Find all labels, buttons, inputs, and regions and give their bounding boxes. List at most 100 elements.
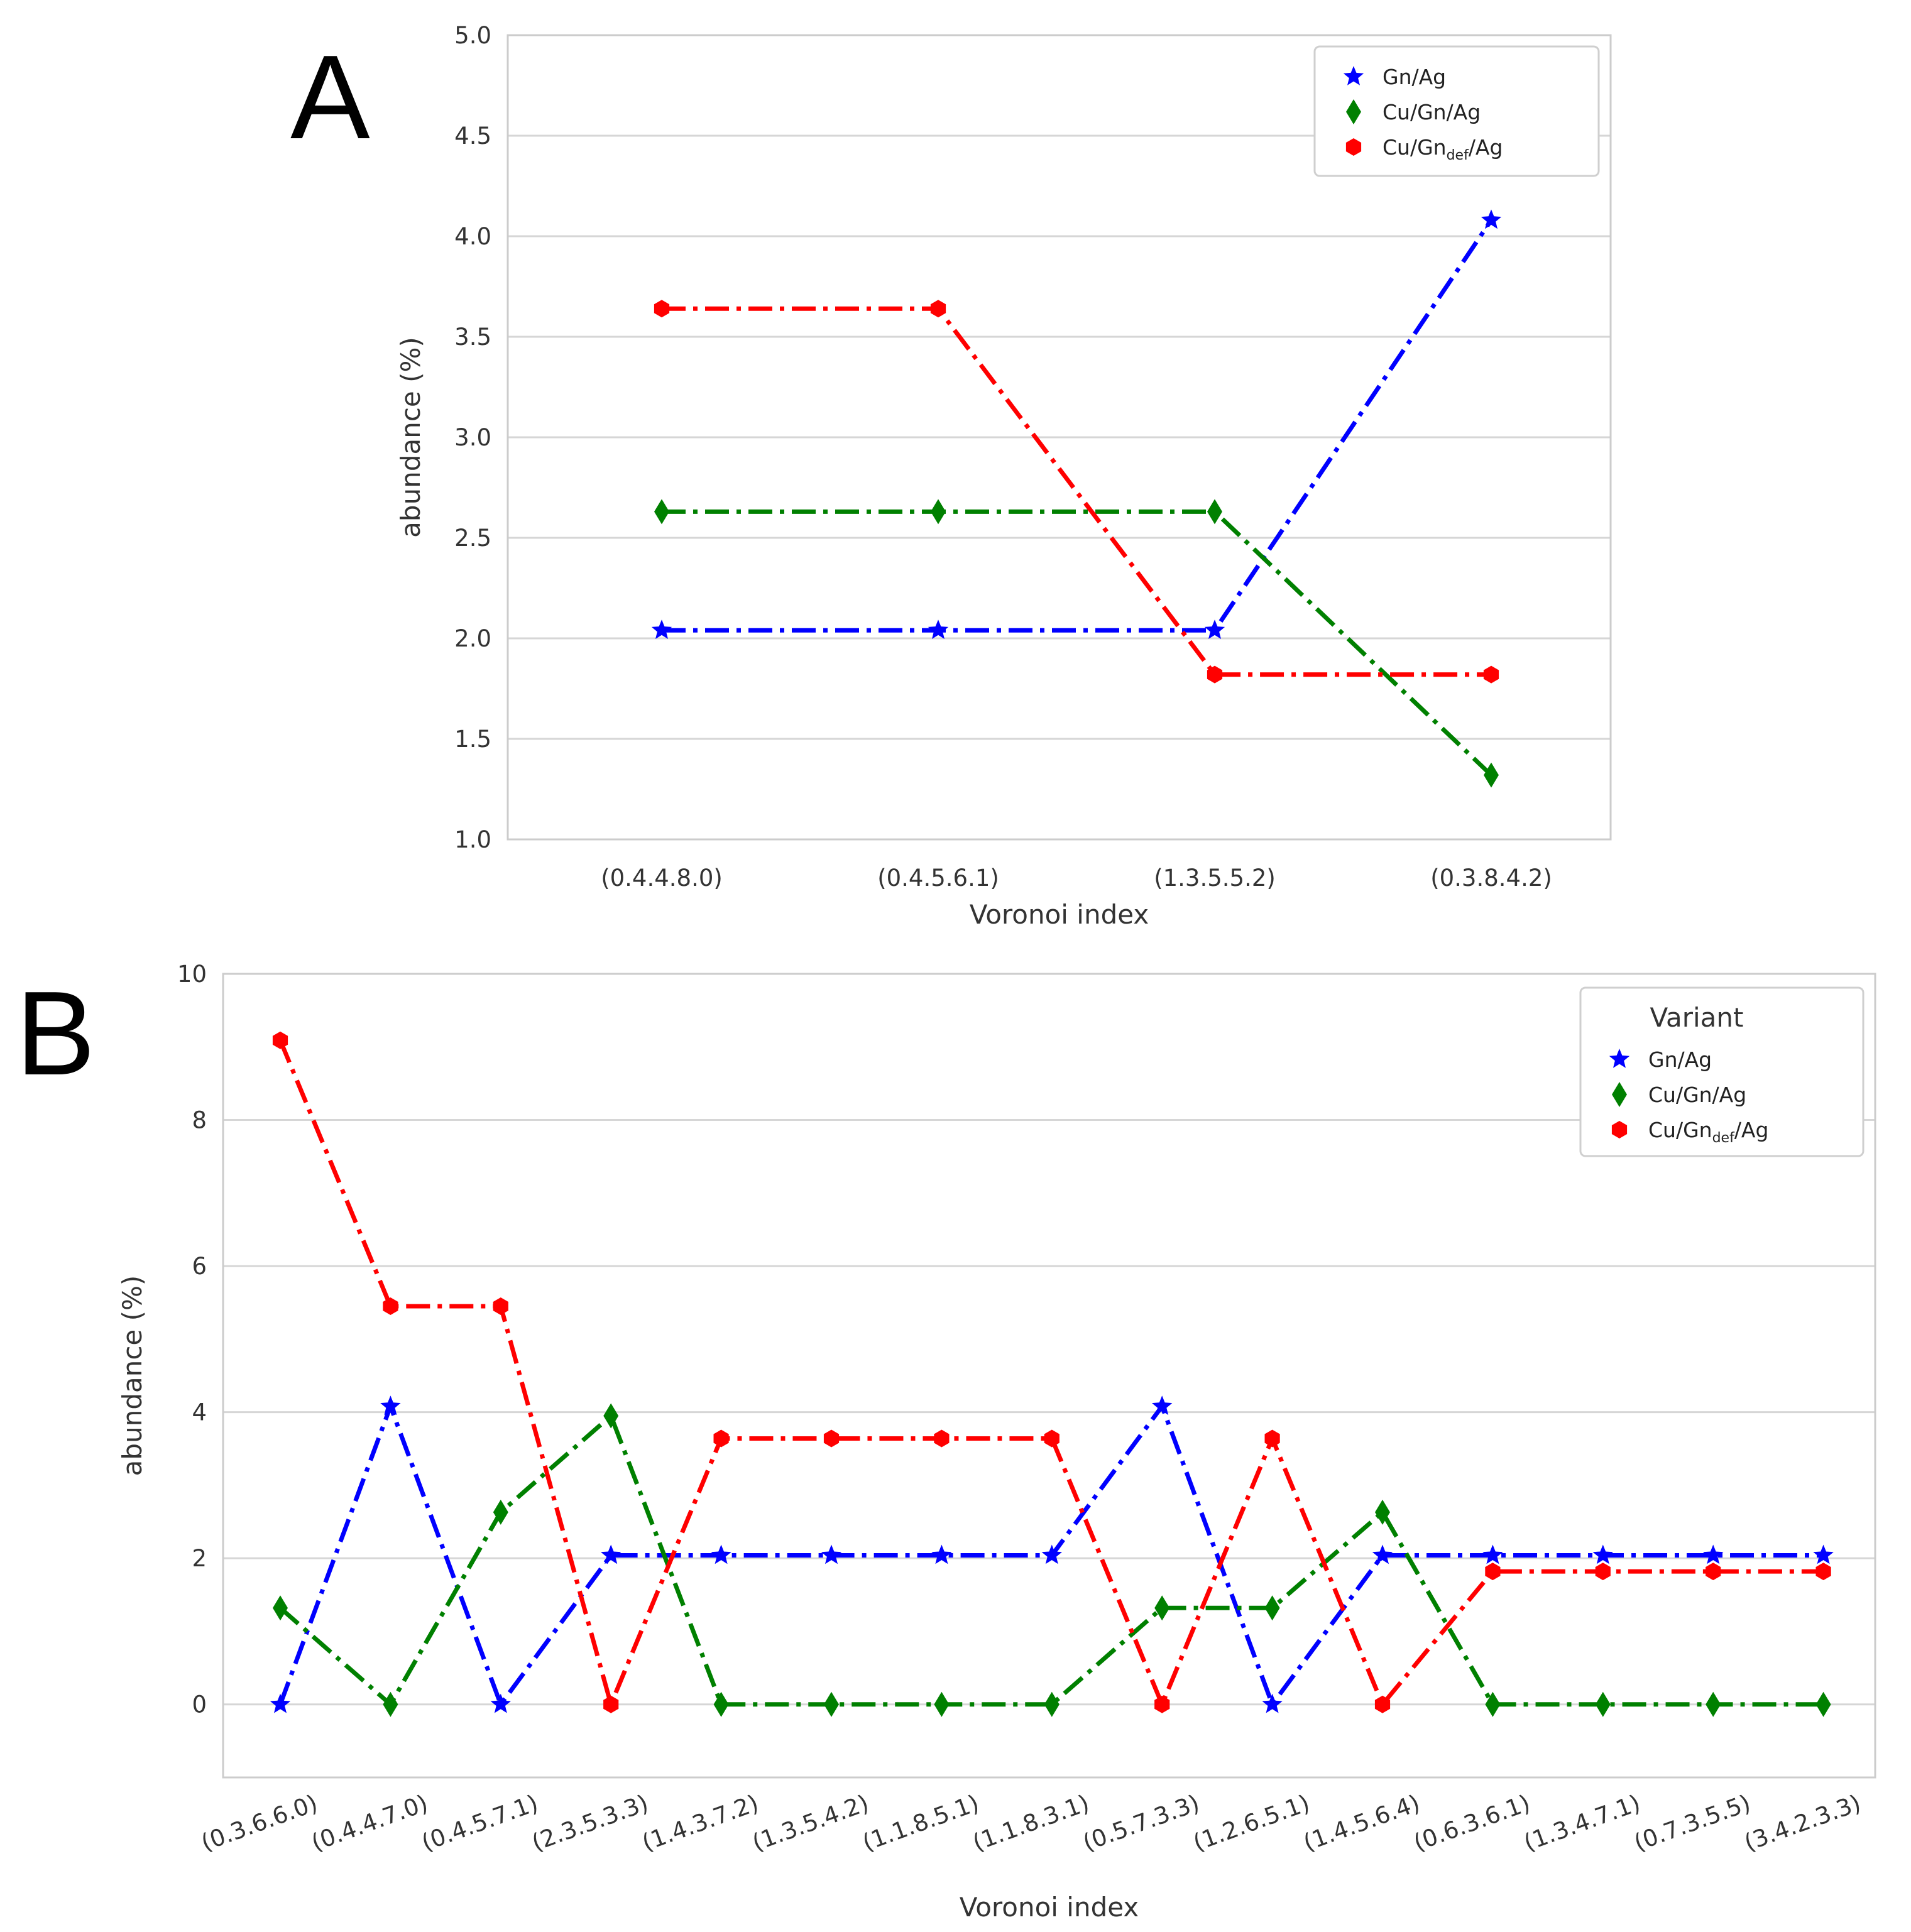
data-point xyxy=(1154,1595,1170,1621)
y-tick-label: 4.0 xyxy=(454,223,491,250)
series-markers-3 xyxy=(272,1031,1831,1713)
series-markers-2 xyxy=(273,1403,1831,1717)
series-line xyxy=(278,1039,1824,1707)
x-tick-label: (1.3.5.5.2) xyxy=(1154,865,1276,892)
data-point xyxy=(1592,1544,1613,1564)
legend-marker xyxy=(1609,1049,1630,1068)
chart-panel-a: A 1.0 1.5 2.0 2.5 3.0 3.5 4.0 4.5 5.0 (0.4.4.8.0) (… xyxy=(290,22,1612,930)
data-point xyxy=(272,1031,288,1049)
x-tick-label: (1.1.8.5.1) xyxy=(859,1789,983,1857)
series-2 xyxy=(278,1413,1824,1707)
data-point xyxy=(1264,1429,1280,1448)
data-point xyxy=(1207,665,1223,684)
data-point xyxy=(1374,1695,1391,1713)
data-point xyxy=(1204,619,1225,639)
y-tick-label: 3.0 xyxy=(454,424,491,451)
series-2 xyxy=(662,509,1493,777)
data-point xyxy=(1044,1691,1060,1717)
data-point xyxy=(270,1693,291,1713)
y-tick-label: 3.5 xyxy=(454,324,491,351)
legend: Gn/Ag Cu/Gn/Ag Cu/Gndef/Ag xyxy=(1313,45,1600,177)
legend-title: Variant xyxy=(1650,1002,1744,1033)
x-tick-label: (0.6.3.6.1) xyxy=(1410,1789,1534,1857)
data-point xyxy=(1152,1395,1173,1416)
series-markers-1 xyxy=(651,209,1502,639)
data-point xyxy=(383,1297,398,1315)
data-point xyxy=(1485,1563,1501,1581)
x-axis-label: Voronoi index xyxy=(960,1892,1139,1923)
y-tick-label: 2.0 xyxy=(454,625,491,652)
data-point xyxy=(930,300,946,318)
data-point xyxy=(603,1403,619,1429)
data-point xyxy=(1815,1563,1831,1581)
x-tick-label: (3.4.2.3.3) xyxy=(1741,1789,1864,1857)
y-tick-label: 4.5 xyxy=(454,123,491,150)
y-tick-label: 1.0 xyxy=(454,826,491,853)
data-point xyxy=(1485,1691,1501,1717)
data-point xyxy=(1044,1429,1060,1448)
legend-entry: Cu/Gn/Ag xyxy=(1648,1083,1746,1107)
data-point xyxy=(1483,665,1499,684)
y-tick-label: 0 xyxy=(192,1691,207,1718)
data-point xyxy=(601,1544,621,1564)
x-tick-label: (1.2.6.5.1) xyxy=(1190,1789,1313,1857)
x-tick-label: (0.5.7.3.3) xyxy=(1080,1789,1203,1857)
legend-entry: Gn/Ag xyxy=(1383,65,1446,89)
data-point xyxy=(651,619,672,639)
data-point xyxy=(380,1395,401,1416)
y-tick-label: 5.0 xyxy=(454,22,491,49)
data-point xyxy=(1595,1691,1611,1717)
data-point xyxy=(490,1693,511,1713)
series-3 xyxy=(662,306,1491,677)
series-line xyxy=(662,219,1493,633)
data-point xyxy=(1706,1563,1721,1581)
series-3 xyxy=(278,1039,1824,1707)
legend: Variant Gn/Ag Cu/Gn/Ag Cu/Gndef/Ag xyxy=(1579,986,1864,1157)
y-axis-label: abundance (%) xyxy=(117,1275,148,1476)
y-tick-label: 4 xyxy=(192,1399,207,1426)
legend-box xyxy=(1313,45,1600,177)
series-markers-2 xyxy=(654,499,1499,788)
legend-marker xyxy=(1611,1121,1628,1138)
x-tick-label: (0.4.5.7.1) xyxy=(418,1789,542,1857)
data-point xyxy=(493,1499,508,1525)
x-axis-label: Voronoi index xyxy=(970,899,1149,930)
data-point xyxy=(823,1429,840,1448)
data-point xyxy=(1595,1563,1611,1581)
data-point xyxy=(934,1429,950,1448)
data-point xyxy=(1482,1544,1503,1564)
legend-marker xyxy=(1343,66,1364,85)
x-tick-label: (1.3.5.4.2) xyxy=(748,1789,872,1857)
data-point xyxy=(1706,1691,1721,1717)
data-point xyxy=(1813,1544,1834,1564)
data-point xyxy=(273,1595,288,1621)
x-tick-label: (2.3.5.3.3) xyxy=(528,1789,652,1857)
data-point xyxy=(1207,499,1222,525)
x-tick-label: (1.3.4.7.1) xyxy=(1520,1789,1644,1857)
x-tick-label: (0.3.8.4.2) xyxy=(1430,865,1552,892)
data-point xyxy=(821,1544,842,1564)
data-point xyxy=(1262,1693,1283,1713)
data-point xyxy=(711,1544,731,1564)
legend-entry: Cu/Gndef/Ag xyxy=(1383,135,1503,163)
data-point xyxy=(493,1297,508,1315)
data-point xyxy=(824,1691,839,1717)
legend-marker xyxy=(1345,138,1362,156)
panel-letter: A xyxy=(290,31,370,164)
data-point xyxy=(654,300,670,318)
x-tick-label: (1.4.5.6.4) xyxy=(1300,1789,1423,1857)
panel-letter: B xyxy=(16,967,96,1100)
legend-entry: Gn/Ag xyxy=(1648,1047,1712,1072)
data-point xyxy=(383,1691,398,1717)
y-tick-label: 2.5 xyxy=(454,525,491,552)
series-1 xyxy=(662,219,1493,633)
series-line xyxy=(278,1413,1824,1707)
x-tick-label: (0.4.4.7.0) xyxy=(308,1789,432,1857)
series-markers-1 xyxy=(270,1395,1834,1713)
data-point xyxy=(603,1695,619,1713)
data-point xyxy=(1154,1695,1170,1713)
y-tick-label: 8 xyxy=(192,1107,207,1134)
data-point xyxy=(1041,1544,1062,1564)
